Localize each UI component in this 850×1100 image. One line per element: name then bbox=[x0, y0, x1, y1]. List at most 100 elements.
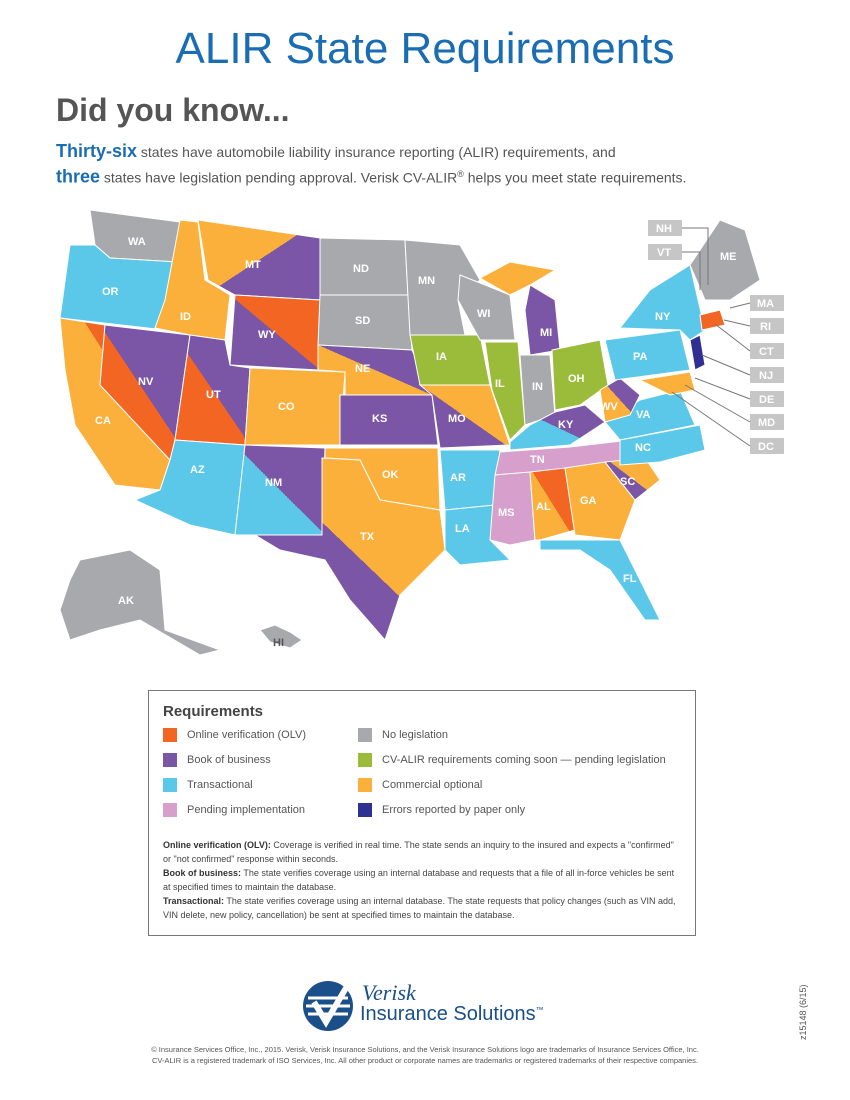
label-wi: WI bbox=[477, 308, 490, 320]
legend-definitions: Online verification (OLV): Coverage is v… bbox=[163, 838, 681, 922]
label-wy: WY bbox=[258, 329, 276, 341]
callout-ma: MA bbox=[729, 295, 784, 311]
label-nm: NM bbox=[265, 477, 282, 489]
label-hi: HI bbox=[273, 637, 284, 649]
intro-emph-1: Thirty-six bbox=[56, 141, 138, 161]
state-oh bbox=[551, 339, 609, 411]
label-mi: MI bbox=[540, 327, 552, 339]
label-az: AZ bbox=[190, 464, 205, 476]
intro-end-2: helps you meet state requirements. bbox=[463, 169, 687, 186]
label-ny: NY bbox=[655, 311, 671, 323]
label-nc: NC bbox=[635, 442, 651, 454]
label-ky: KY bbox=[558, 419, 574, 431]
svg-text:VT: VT bbox=[657, 247, 671, 259]
state-mi-up bbox=[478, 261, 557, 296]
svg-text:CT: CT bbox=[759, 346, 774, 358]
intro-rest-1: states have automobile liability insuran… bbox=[137, 144, 616, 160]
intro-text: Thirty-six states have automobile liabil… bbox=[56, 140, 816, 189]
label-ks: KS bbox=[372, 413, 387, 425]
label-al: AL bbox=[536, 501, 551, 513]
brand-name: Verisk bbox=[362, 980, 416, 1005]
label-ia: IA bbox=[436, 351, 447, 363]
legend-swatch bbox=[358, 753, 372, 767]
document-code: z15148 (6/15) bbox=[798, 984, 808, 1040]
label-oh: OH bbox=[568, 373, 585, 385]
label-mt: MT bbox=[245, 259, 261, 271]
callout-nj: NJ bbox=[701, 354, 784, 383]
callout-dc: DC bbox=[671, 391, 784, 454]
state-nm bbox=[234, 444, 326, 536]
label-ca: CA bbox=[95, 415, 111, 427]
label-sc: SC bbox=[620, 476, 635, 488]
label-me: ME bbox=[720, 251, 737, 263]
label-tn: TN bbox=[530, 454, 545, 466]
state-ga bbox=[564, 461, 636, 541]
state-nc bbox=[619, 424, 706, 466]
callout-vt: VT bbox=[648, 244, 701, 290]
label-ok: OK bbox=[382, 469, 399, 481]
legend-swatch bbox=[358, 803, 372, 817]
state-ar bbox=[439, 449, 501, 511]
svg-text:NH: NH bbox=[656, 223, 672, 235]
verisk-logo-icon bbox=[303, 981, 353, 1031]
label-mn: MN bbox=[418, 275, 435, 287]
callout-nh: NH bbox=[648, 220, 709, 285]
brand-tagline: Insurance Solutions™ bbox=[360, 1003, 544, 1025]
page-subtitle: Did you know... bbox=[56, 92, 290, 128]
legend-grid: Online verification (OLV) Book of busine… bbox=[163, 728, 681, 828]
state-nj bbox=[689, 334, 706, 371]
def-book: Book of business: The state verifies cov… bbox=[163, 868, 675, 892]
state-hi bbox=[259, 624, 303, 649]
callout-de: DE bbox=[694, 377, 784, 407]
label-ut: UT bbox=[206, 389, 221, 401]
state-ky bbox=[509, 404, 606, 451]
label-ar: AR bbox=[450, 472, 466, 484]
state-fl bbox=[539, 539, 661, 621]
label-ne: NE bbox=[355, 363, 370, 375]
legend-swatch bbox=[163, 803, 177, 817]
label-pa: PA bbox=[633, 351, 648, 363]
label-la: LA bbox=[455, 523, 470, 535]
state-tx bbox=[253, 457, 446, 641]
page-title: ALIR State Requirements bbox=[175, 24, 675, 73]
def-olv: Online verification (OLV): Coverage is v… bbox=[163, 840, 674, 864]
us-state-map: WA OR CA NV ID MT WY UT CO AZ NM ND SD N… bbox=[59, 209, 784, 656]
footer-legal: © Insurance Services Office, Inc., 2015.… bbox=[151, 1045, 699, 1065]
legend-title: Requirements bbox=[163, 703, 264, 720]
svg-text:MA: MA bbox=[757, 298, 774, 310]
state-il bbox=[484, 341, 526, 441]
state-ms bbox=[489, 471, 536, 546]
label-tx: TX bbox=[360, 531, 375, 543]
label-co: CO bbox=[278, 401, 295, 413]
state-pa bbox=[604, 329, 691, 381]
legend-item-pending: Pending implementation bbox=[163, 803, 305, 817]
label-ms: MS bbox=[498, 507, 515, 519]
callout-md: MD bbox=[684, 384, 784, 430]
label-in: IN bbox=[532, 381, 543, 393]
svg-text:DC: DC bbox=[758, 441, 774, 453]
state-mi bbox=[524, 284, 561, 356]
label-sd: SD bbox=[355, 315, 370, 327]
label-nv: NV bbox=[138, 376, 154, 388]
legend-item-book: Book of business bbox=[163, 753, 271, 767]
legend-item-transactional: Transactional bbox=[163, 778, 253, 792]
legend-swatch bbox=[358, 778, 372, 792]
state-ks bbox=[339, 394, 439, 446]
label-or: OR bbox=[102, 286, 119, 298]
legend-swatch bbox=[358, 728, 372, 742]
label-id: ID bbox=[180, 311, 191, 323]
legend-item-commercial: Commercial optional bbox=[358, 778, 482, 792]
legend-item-none: No legislation bbox=[358, 728, 448, 742]
state-mo bbox=[418, 384, 511, 449]
intro-rest-2: states have legislation pending approval… bbox=[100, 169, 458, 186]
label-fl: FL bbox=[623, 573, 637, 585]
svg-text:DE: DE bbox=[759, 394, 774, 406]
state-ct-ri bbox=[699, 309, 726, 331]
state-wi bbox=[457, 274, 516, 341]
label-va: VA bbox=[636, 409, 651, 421]
legend-swatch bbox=[163, 778, 177, 792]
svg-text:NJ: NJ bbox=[759, 370, 773, 382]
state-ny bbox=[618, 264, 706, 341]
legend-item-olv: Online verification (OLV) bbox=[163, 728, 306, 742]
intro-emph-2: three bbox=[56, 166, 101, 187]
